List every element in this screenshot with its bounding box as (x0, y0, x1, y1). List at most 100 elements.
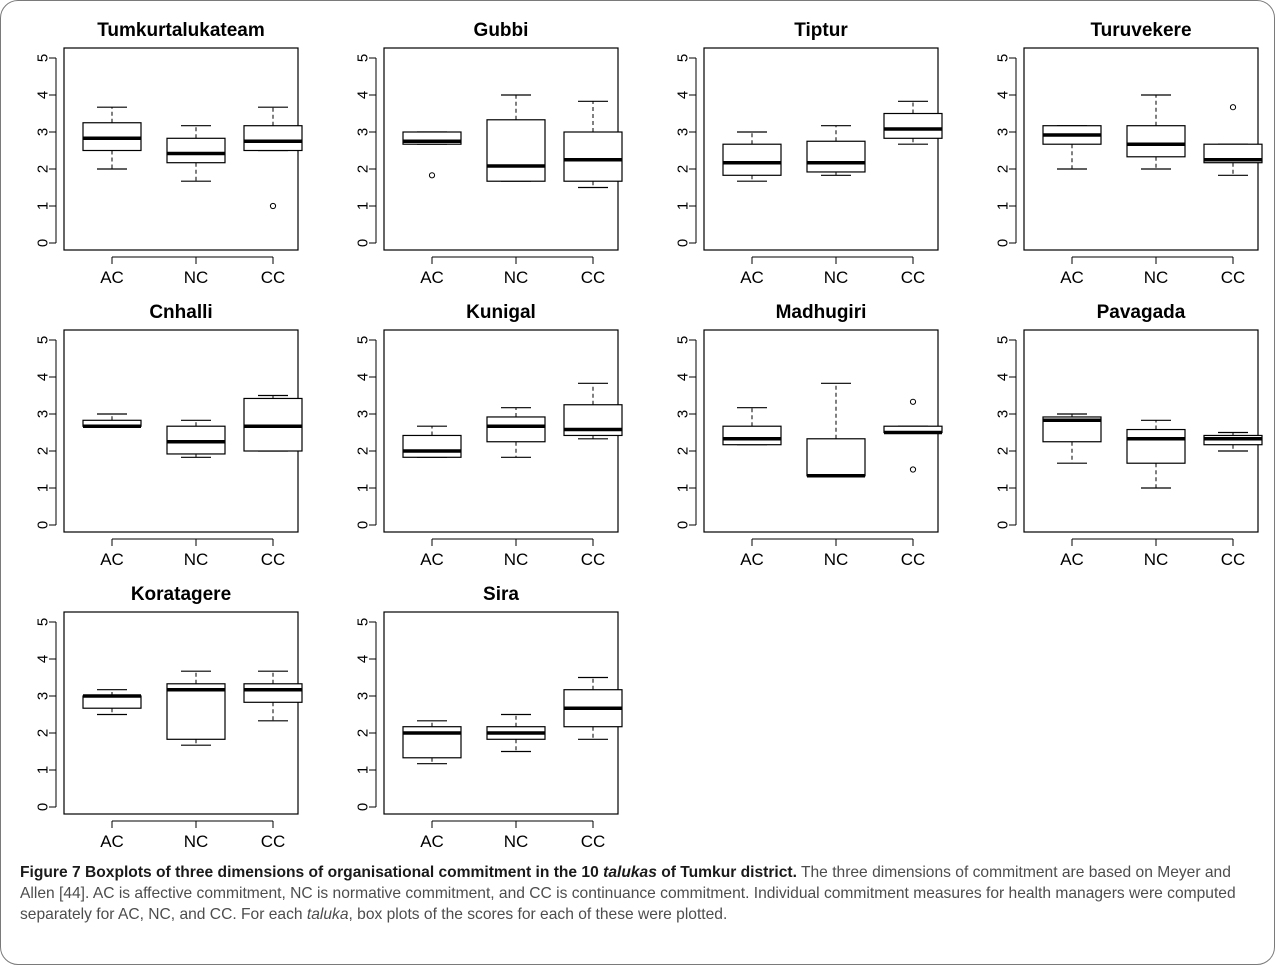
outlier-point (1229, 104, 1237, 111)
box-cc (243, 670, 303, 722)
y-tick-label: 4 (355, 373, 372, 381)
box-nc (166, 419, 226, 458)
y-tick-label: 5 (355, 336, 372, 344)
y-tick-label: 0 (995, 521, 1012, 529)
panel-madhugiri: Madhugiri 0 1 2 3 4 5 AC NC CC (675, 302, 943, 569)
y-tick-label: 4 (35, 91, 52, 99)
x-tick-label: CC (1221, 550, 1246, 569)
box-ac (1042, 413, 1102, 464)
box-cc (563, 676, 623, 740)
y-tick-label: 2 (995, 447, 1012, 455)
caption-text: The three dimensions of commitment are b… (20, 864, 1236, 923)
y-tick-label: 1 (995, 202, 1012, 210)
x-tick-label: NC (184, 550, 209, 569)
box-iqr (563, 131, 623, 182)
box-iqr (883, 112, 943, 139)
x-tick-label: NC (504, 268, 529, 287)
y-tick-label: 5 (675, 54, 692, 62)
x-tick-label: NC (1144, 268, 1169, 287)
box-ac (722, 407, 782, 446)
y-tick-label: 5 (675, 336, 692, 344)
y-tick-label: 4 (995, 91, 1012, 99)
box-nc (486, 713, 546, 753)
box-iqr (806, 140, 866, 173)
outlier-point (428, 172, 436, 179)
outlier-point (909, 466, 917, 473)
x-tick-label: NC (184, 832, 209, 851)
panel-tumkurtalukateam: Tumkurtalukateam 0 1 2 3 4 5 AC NC CC (35, 20, 303, 287)
x-tick-label: AC (100, 832, 124, 851)
box-cc (1203, 104, 1263, 176)
box-cc (243, 106, 303, 210)
panel-turuvekere: Turuvekere 0 1 2 3 4 5 AC NC CC (995, 20, 1263, 287)
box-nc (166, 670, 226, 746)
y-tick-label: 5 (995, 336, 1012, 344)
box-iqr (486, 416, 546, 443)
panel-title: Pavagada (1097, 302, 1186, 323)
y-tick-label: 3 (35, 692, 52, 700)
y-tick-label: 0 (35, 803, 52, 811)
x-tick-label: NC (824, 268, 849, 287)
box-iqr (166, 683, 226, 740)
x-tick-label: NC (504, 832, 529, 851)
y-tick-label: 3 (35, 128, 52, 136)
outlier-point (269, 202, 277, 210)
x-tick-label: CC (581, 550, 606, 569)
plot-frame (703, 47, 939, 251)
y-tick-label: 4 (35, 373, 52, 381)
y-tick-label: 3 (355, 410, 372, 418)
panel-title: Kunigal (466, 302, 536, 323)
y-tick-label: 4 (675, 91, 692, 99)
y-tick-label: 2 (35, 447, 52, 455)
y-tick-label: 2 (675, 447, 692, 455)
y-tick-label: 4 (355, 655, 372, 663)
y-tick-label: 3 (355, 128, 372, 136)
panel-title: Gubbi (474, 20, 529, 41)
y-tick-label: 2 (35, 165, 52, 173)
box-iqr (243, 683, 303, 703)
y-tick-label: 0 (995, 239, 1012, 247)
caption-label-italic: talukas (603, 864, 657, 881)
y-tick-label: 5 (35, 618, 52, 626)
box-cc (563, 100, 623, 189)
y-tick-label: 2 (355, 729, 372, 737)
x-tick-label: AC (1060, 268, 1084, 287)
y-tick-label: 1 (675, 202, 692, 210)
y-tick-label: 1 (35, 766, 52, 774)
x-tick-label: AC (740, 550, 764, 569)
y-tick-label: 3 (995, 410, 1012, 418)
boxplot-grid: Tumkurtalukateam 0 1 2 3 4 5 AC NC CC Gubbi 0 1 2 3 4 5 A… (35, 20, 1263, 851)
x-tick-label: AC (100, 550, 124, 569)
y-tick-label: 1 (355, 484, 372, 492)
outlier-point (909, 398, 917, 405)
box-cc (1203, 431, 1263, 452)
y-tick-label: 2 (355, 447, 372, 455)
panel-tiptur: Tiptur 0 1 2 3 4 5 AC NC CC (675, 20, 943, 287)
x-tick-label: CC (901, 268, 926, 287)
x-tick-label: NC (184, 268, 209, 287)
y-tick-label: 5 (995, 54, 1012, 62)
x-tick-label: AC (1060, 550, 1084, 569)
y-tick-label: 4 (35, 655, 52, 663)
panel-title: Turuvekere (1090, 20, 1191, 41)
y-tick-label: 0 (355, 239, 372, 247)
y-tick-label: 2 (675, 165, 692, 173)
y-tick-label: 4 (675, 373, 692, 381)
box-ac (722, 131, 782, 182)
x-tick-label: CC (581, 268, 606, 287)
x-tick-label: NC (824, 550, 849, 569)
box-iqr (1126, 428, 1186, 464)
box-cc (243, 394, 303, 452)
box-iqr (486, 119, 546, 182)
y-tick-label: 0 (355, 803, 372, 811)
y-tick-label: 0 (675, 239, 692, 247)
x-tick-label: CC (261, 268, 286, 287)
panel-title: Tiptur (794, 20, 848, 41)
box-ac (82, 106, 142, 170)
box-ac (82, 689, 142, 716)
panel-title: Madhugiri (776, 302, 867, 323)
box-nc (486, 407, 546, 458)
box-iqr (722, 425, 782, 446)
x-tick-label: CC (261, 832, 286, 851)
